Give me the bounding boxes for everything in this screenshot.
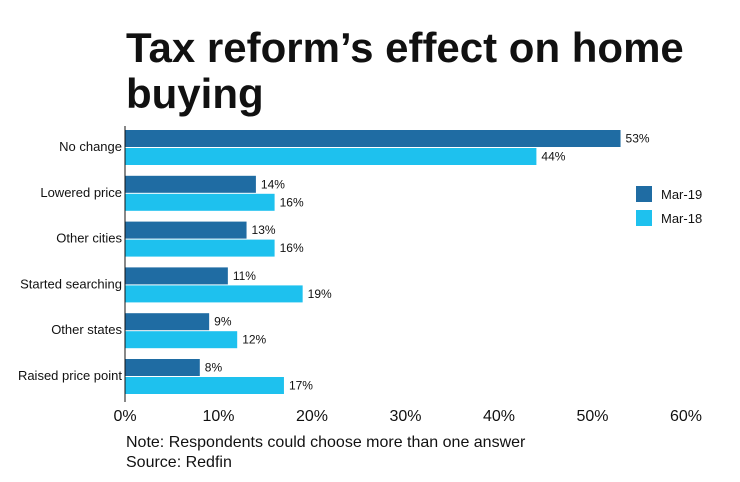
category-label-started-searching: Started searching (20, 276, 122, 291)
legend-label-mar-19: Mar-19 (661, 187, 702, 202)
category-label-no-change: No change (59, 139, 122, 154)
bar-mar-18-started-searching (125, 285, 303, 303)
value-label-mar-19-started-searching: 11% (233, 269, 256, 283)
bar-mar-18-other-states (125, 331, 238, 349)
x-tick-label: 0% (113, 408, 136, 425)
value-label-mar-18-no-change: 44% (541, 150, 565, 164)
bar-mar-19-other-cities (125, 221, 247, 239)
x-tick-labels: 0% 10% 20% 30% 40% 50% 60% (113, 408, 702, 425)
chart-notes: Note: Respondents could choose more than… (126, 434, 526, 471)
legend-label-mar-18: Mar-18 (661, 211, 702, 226)
value-label-mar-18-other-states: 12% (242, 333, 266, 347)
category-label-other-states: Other states (51, 322, 122, 337)
bars-group (125, 130, 621, 394)
category-label-lowered-price: Lowered price (40, 185, 122, 200)
bar-mar-18-lowered-price (125, 193, 275, 211)
chart-title-line-1: Tax reform’s effect on home (126, 24, 684, 71)
x-tick-label: 50% (576, 408, 608, 425)
category-labels: No change Lowered price Other cities Starte… (18, 139, 123, 383)
category-label-raised-price-point: Raised price point (18, 368, 122, 383)
value-label-mar-18-other-cities: 16% (280, 241, 304, 255)
value-label-mar-19-other-states: 9% (214, 315, 232, 329)
bar-mar-18-raised-price-point (125, 377, 284, 394)
legend: Mar-19 Mar-18 (636, 186, 702, 226)
x-tick-label: 60% (670, 408, 702, 425)
legend-swatch-mar-18 (636, 210, 652, 226)
value-label-mar-18-started-searching: 19% (308, 287, 332, 301)
source-text: Source: Redfin (126, 454, 232, 471)
bar-mar-19-other-states (125, 313, 210, 331)
value-label-mar-19-raised-price-point: 8% (205, 361, 223, 375)
bar-mar-18-other-cities (125, 239, 275, 257)
value-label-mar-19-other-cities: 13% (252, 223, 276, 237)
value-labels: 53% 44% 14% 16% 13% 16% 11% 19% 9% 12% 8% 17% (205, 132, 650, 393)
chart-title: Tax reform’s effect on home buying (126, 24, 684, 117)
bar-mar-19-started-searching (125, 267, 228, 285)
bar-mar-19-lowered-price (125, 175, 256, 193)
legend-swatch-mar-19 (636, 186, 652, 202)
value-label-mar-18-lowered-price: 16% (280, 195, 304, 209)
chart-title-line-2: buying (126, 70, 264, 117)
value-label-mar-19-lowered-price: 14% (261, 177, 285, 191)
x-tick-label: 40% (483, 408, 515, 425)
x-tick-label: 30% (389, 408, 421, 425)
value-label-mar-18-raised-price-point: 17% (289, 379, 313, 393)
bar-mar-18-no-change (125, 148, 537, 165)
category-label-other-cities: Other cities (56, 231, 122, 246)
note-text: Note: Respondents could choose more than… (126, 434, 526, 451)
bar-mar-19-raised-price-point (125, 359, 200, 376)
x-tick-label: 10% (202, 408, 234, 425)
bar-mar-19-no-change (125, 130, 621, 147)
value-label-mar-19-no-change: 53% (626, 132, 650, 146)
x-tick-label: 20% (296, 408, 328, 425)
